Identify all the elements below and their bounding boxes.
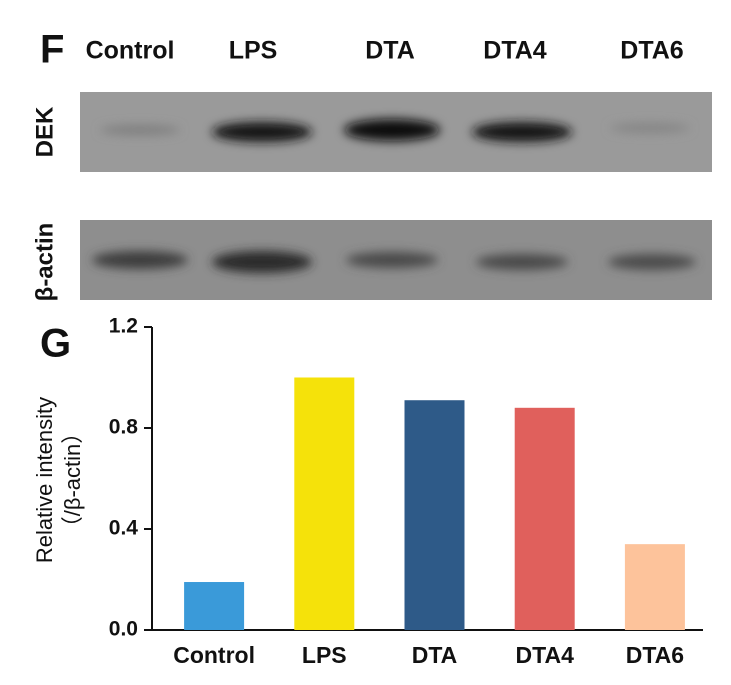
- plot: 0.0 0.4 0.8 1.2 Control LPS DTA DTA4 DTA6: [109, 315, 685, 668]
- blot-actin: [80, 220, 712, 300]
- y-tick-label: 0.4: [109, 517, 139, 540]
- blot-dek: [80, 92, 712, 172]
- row-label: β-actin: [31, 223, 58, 302]
- panel-label: G: [40, 322, 71, 366]
- x-tick-label: Control: [173, 642, 255, 668]
- row-label: DEK: [31, 106, 58, 157]
- x-tick-label: DTA4: [516, 642, 575, 668]
- x-tick-label: LPS: [302, 642, 347, 668]
- y-tick-label: 0.0: [109, 618, 138, 641]
- y-tick-label: 1.2: [109, 315, 138, 338]
- y-tick-label: 0.8: [109, 416, 139, 439]
- bar: [624, 544, 685, 630]
- bar: [294, 377, 355, 630]
- lane-label: Control: [86, 37, 175, 65]
- bar: [514, 407, 575, 630]
- lane-label: DTA6: [620, 37, 683, 65]
- x-tick-label: DTA6: [626, 642, 684, 668]
- y-axis-label: （/β-actin）: [60, 422, 85, 539]
- y-axis-label: Relative intensity: [32, 397, 57, 563]
- bar: [184, 582, 245, 630]
- lane-label: DTA4: [483, 37, 547, 65]
- lane-label: LPS: [229, 37, 278, 65]
- bar: [404, 400, 465, 630]
- lane-label: DTA: [365, 37, 415, 65]
- x-tick-label: DTA: [412, 642, 458, 668]
- panel-label: F: [40, 28, 64, 72]
